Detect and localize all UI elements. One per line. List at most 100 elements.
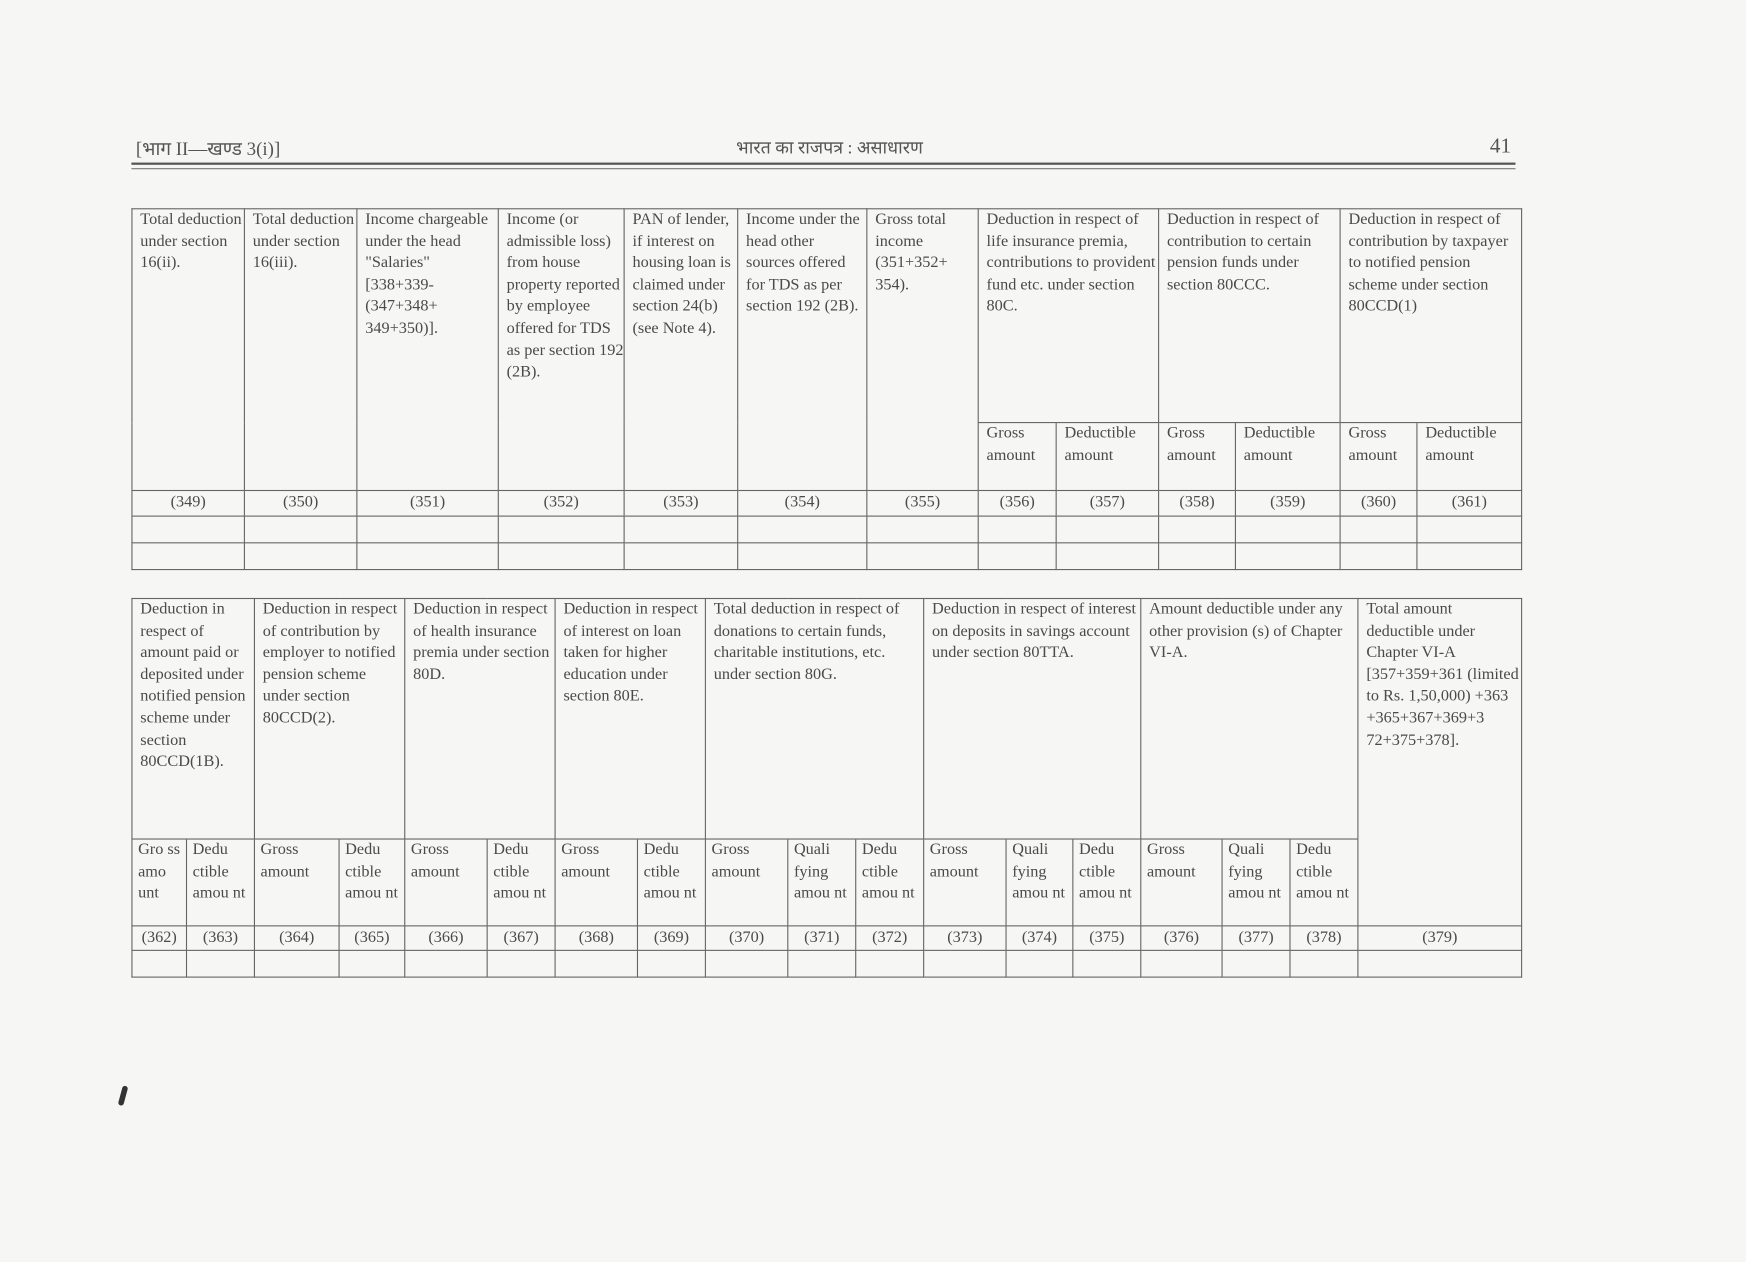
blank-entry-cell[interactable] xyxy=(131,542,245,571)
blank-entry-cell[interactable] xyxy=(356,542,499,571)
sub-column-header: Gross amount xyxy=(977,422,1057,492)
sub-column-header: Gross amount xyxy=(1339,422,1418,492)
sub-column-header: Gross amount xyxy=(1140,838,1223,927)
blank-entry-cell[interactable] xyxy=(1055,515,1160,544)
gazette-title: भारत का राजपत्र : असाधारण xyxy=(736,139,923,159)
blank-entry-cell[interactable] xyxy=(977,542,1057,571)
sub-column-header: Dedu ctible amou nt xyxy=(1072,838,1142,927)
column-number: (377) xyxy=(1221,925,1291,951)
column-header: PAN of lender, if interest on housing lo… xyxy=(623,208,739,492)
blank-entry-cell[interactable] xyxy=(787,949,857,978)
blank-entry-cell[interactable] xyxy=(923,949,1007,978)
blank-entry-cell[interactable] xyxy=(486,949,556,978)
sub-column-header: Gross amount xyxy=(1158,422,1237,492)
column-group-header: Deduction in respect of contribution by … xyxy=(1339,208,1523,424)
blank-entry-cell[interactable] xyxy=(554,949,639,978)
blank-entry-cell[interactable] xyxy=(866,542,979,571)
column-number: (375) xyxy=(1072,925,1142,951)
column-header: Gross total income (351+352+ 354). xyxy=(866,208,979,492)
column-header: Income chargeable under the head "Salari… xyxy=(356,208,499,492)
blank-entry-cell[interactable] xyxy=(1158,542,1237,571)
blank-entry-cell[interactable] xyxy=(1221,949,1291,978)
blank-entry-cell[interactable] xyxy=(243,542,358,571)
blank-entry-cell[interactable] xyxy=(623,515,739,544)
sub-column-header: Gross amount xyxy=(704,838,789,927)
blank-entry-cell[interactable] xyxy=(737,542,868,571)
sub-column-header: Dedu ctible amou nt xyxy=(486,838,556,927)
column-number: (379) xyxy=(1357,925,1523,951)
header-rule-thin xyxy=(131,168,1516,170)
column-number: (366) xyxy=(404,925,488,951)
column-number: (353) xyxy=(623,489,739,517)
column-number: (355) xyxy=(866,489,979,517)
column-header: Total amount deductible under Chapter VI… xyxy=(1357,597,1523,927)
blank-entry-cell[interactable] xyxy=(1234,542,1341,571)
sub-column-header: Gross amount xyxy=(253,838,340,927)
blank-entry-cell[interactable] xyxy=(253,949,340,978)
sub-column-header: Dedu ctible amou nt xyxy=(1289,838,1359,927)
sub-column-header: Gro ss amo unt xyxy=(131,838,188,927)
blank-entry-cell[interactable] xyxy=(1339,542,1418,571)
sub-column-header: Quali fying amou nt xyxy=(787,838,857,927)
blank-entry-cell[interactable] xyxy=(1158,515,1237,544)
blank-entry-cell[interactable] xyxy=(1140,949,1223,978)
column-number: (359) xyxy=(1234,489,1341,517)
column-number: (367) xyxy=(486,925,556,951)
column-group-header: Deduction in respect of life insurance p… xyxy=(977,208,1160,424)
column-group-header: Amount deductible under any other provis… xyxy=(1140,597,1359,840)
column-number: (369) xyxy=(636,925,706,951)
blank-entry-cell[interactable] xyxy=(356,515,499,544)
column-number-row: (349) (350) (351) (352) (353) (354) (355) (356)… xyxy=(131,489,1523,517)
column-group-header: Deduction in respect of interest on loan… xyxy=(554,597,706,840)
blank-entry-cell[interactable] xyxy=(704,949,789,978)
blank-entry-cell[interactable] xyxy=(131,949,188,978)
table-row xyxy=(131,949,1523,978)
blank-entry-cell[interactable] xyxy=(636,949,706,978)
column-number: (378) xyxy=(1289,925,1359,951)
sub-column-header: Dedu ctible amou nt xyxy=(855,838,925,927)
column-group-header: Deduction in respect of health insurance… xyxy=(404,597,556,840)
blank-entry-cell[interactable] xyxy=(623,542,739,571)
blank-entry-cell[interactable] xyxy=(131,515,245,544)
column-group-header: Deduction in respect of amount paid or d… xyxy=(131,597,255,840)
column-number: (363) xyxy=(185,925,255,951)
blank-entry-cell[interactable] xyxy=(1055,542,1160,571)
blank-entry-cell[interactable] xyxy=(1416,515,1523,544)
blank-entry-cell[interactable] xyxy=(1416,542,1523,571)
deductions-table-part2: Deduction in respect of amount paid or d… xyxy=(131,597,1523,978)
blank-entry-cell[interactable] xyxy=(866,515,979,544)
blank-entry-cell[interactable] xyxy=(737,515,868,544)
blank-entry-cell[interactable] xyxy=(497,542,625,571)
blank-entry-cell[interactable] xyxy=(404,949,488,978)
column-header: Total deduction under section 16(ii). xyxy=(131,208,245,492)
blank-entry-cell[interactable] xyxy=(977,515,1057,544)
sub-column-header: Dedu ctible amou nt xyxy=(636,838,706,927)
sub-column-header: Quali fying amou nt xyxy=(1005,838,1074,927)
blank-entry-cell[interactable] xyxy=(1289,949,1359,978)
blank-entry-cell[interactable] xyxy=(1234,515,1341,544)
blank-entry-cell[interactable] xyxy=(243,515,358,544)
blank-entry-cell[interactable] xyxy=(497,515,625,544)
sub-column-header: Quali fying amou nt xyxy=(1221,838,1291,927)
blank-entry-cell[interactable] xyxy=(185,949,255,978)
blank-entry-cell[interactable] xyxy=(1005,949,1074,978)
blank-entry-cell[interactable] xyxy=(1357,949,1523,978)
column-number: (370) xyxy=(704,925,789,951)
column-number: (349) xyxy=(131,489,245,517)
blank-entry-cell[interactable] xyxy=(855,949,925,978)
sub-column-header: Dedu ctible amou nt xyxy=(338,838,406,927)
blank-entry-cell[interactable] xyxy=(1339,515,1418,544)
column-number-row: (362) (363) (364) (365) (366) (367) (368) (369)… xyxy=(131,925,1523,951)
blank-entry-cell[interactable] xyxy=(1072,949,1142,978)
column-number: (354) xyxy=(737,489,868,517)
blank-entry-cell[interactable] xyxy=(338,949,406,978)
column-number: (351) xyxy=(356,489,499,517)
sub-column-header: Dedu ctible amou nt xyxy=(185,838,255,927)
sub-column-header: Gross amount xyxy=(404,838,488,927)
column-group-header: Deduction in respect of interest on depo… xyxy=(923,597,1142,840)
table-row xyxy=(131,515,1523,544)
column-number: (361) xyxy=(1416,489,1523,517)
sub-column-header: Deductible amount xyxy=(1234,422,1341,492)
column-number: (364) xyxy=(253,925,340,951)
